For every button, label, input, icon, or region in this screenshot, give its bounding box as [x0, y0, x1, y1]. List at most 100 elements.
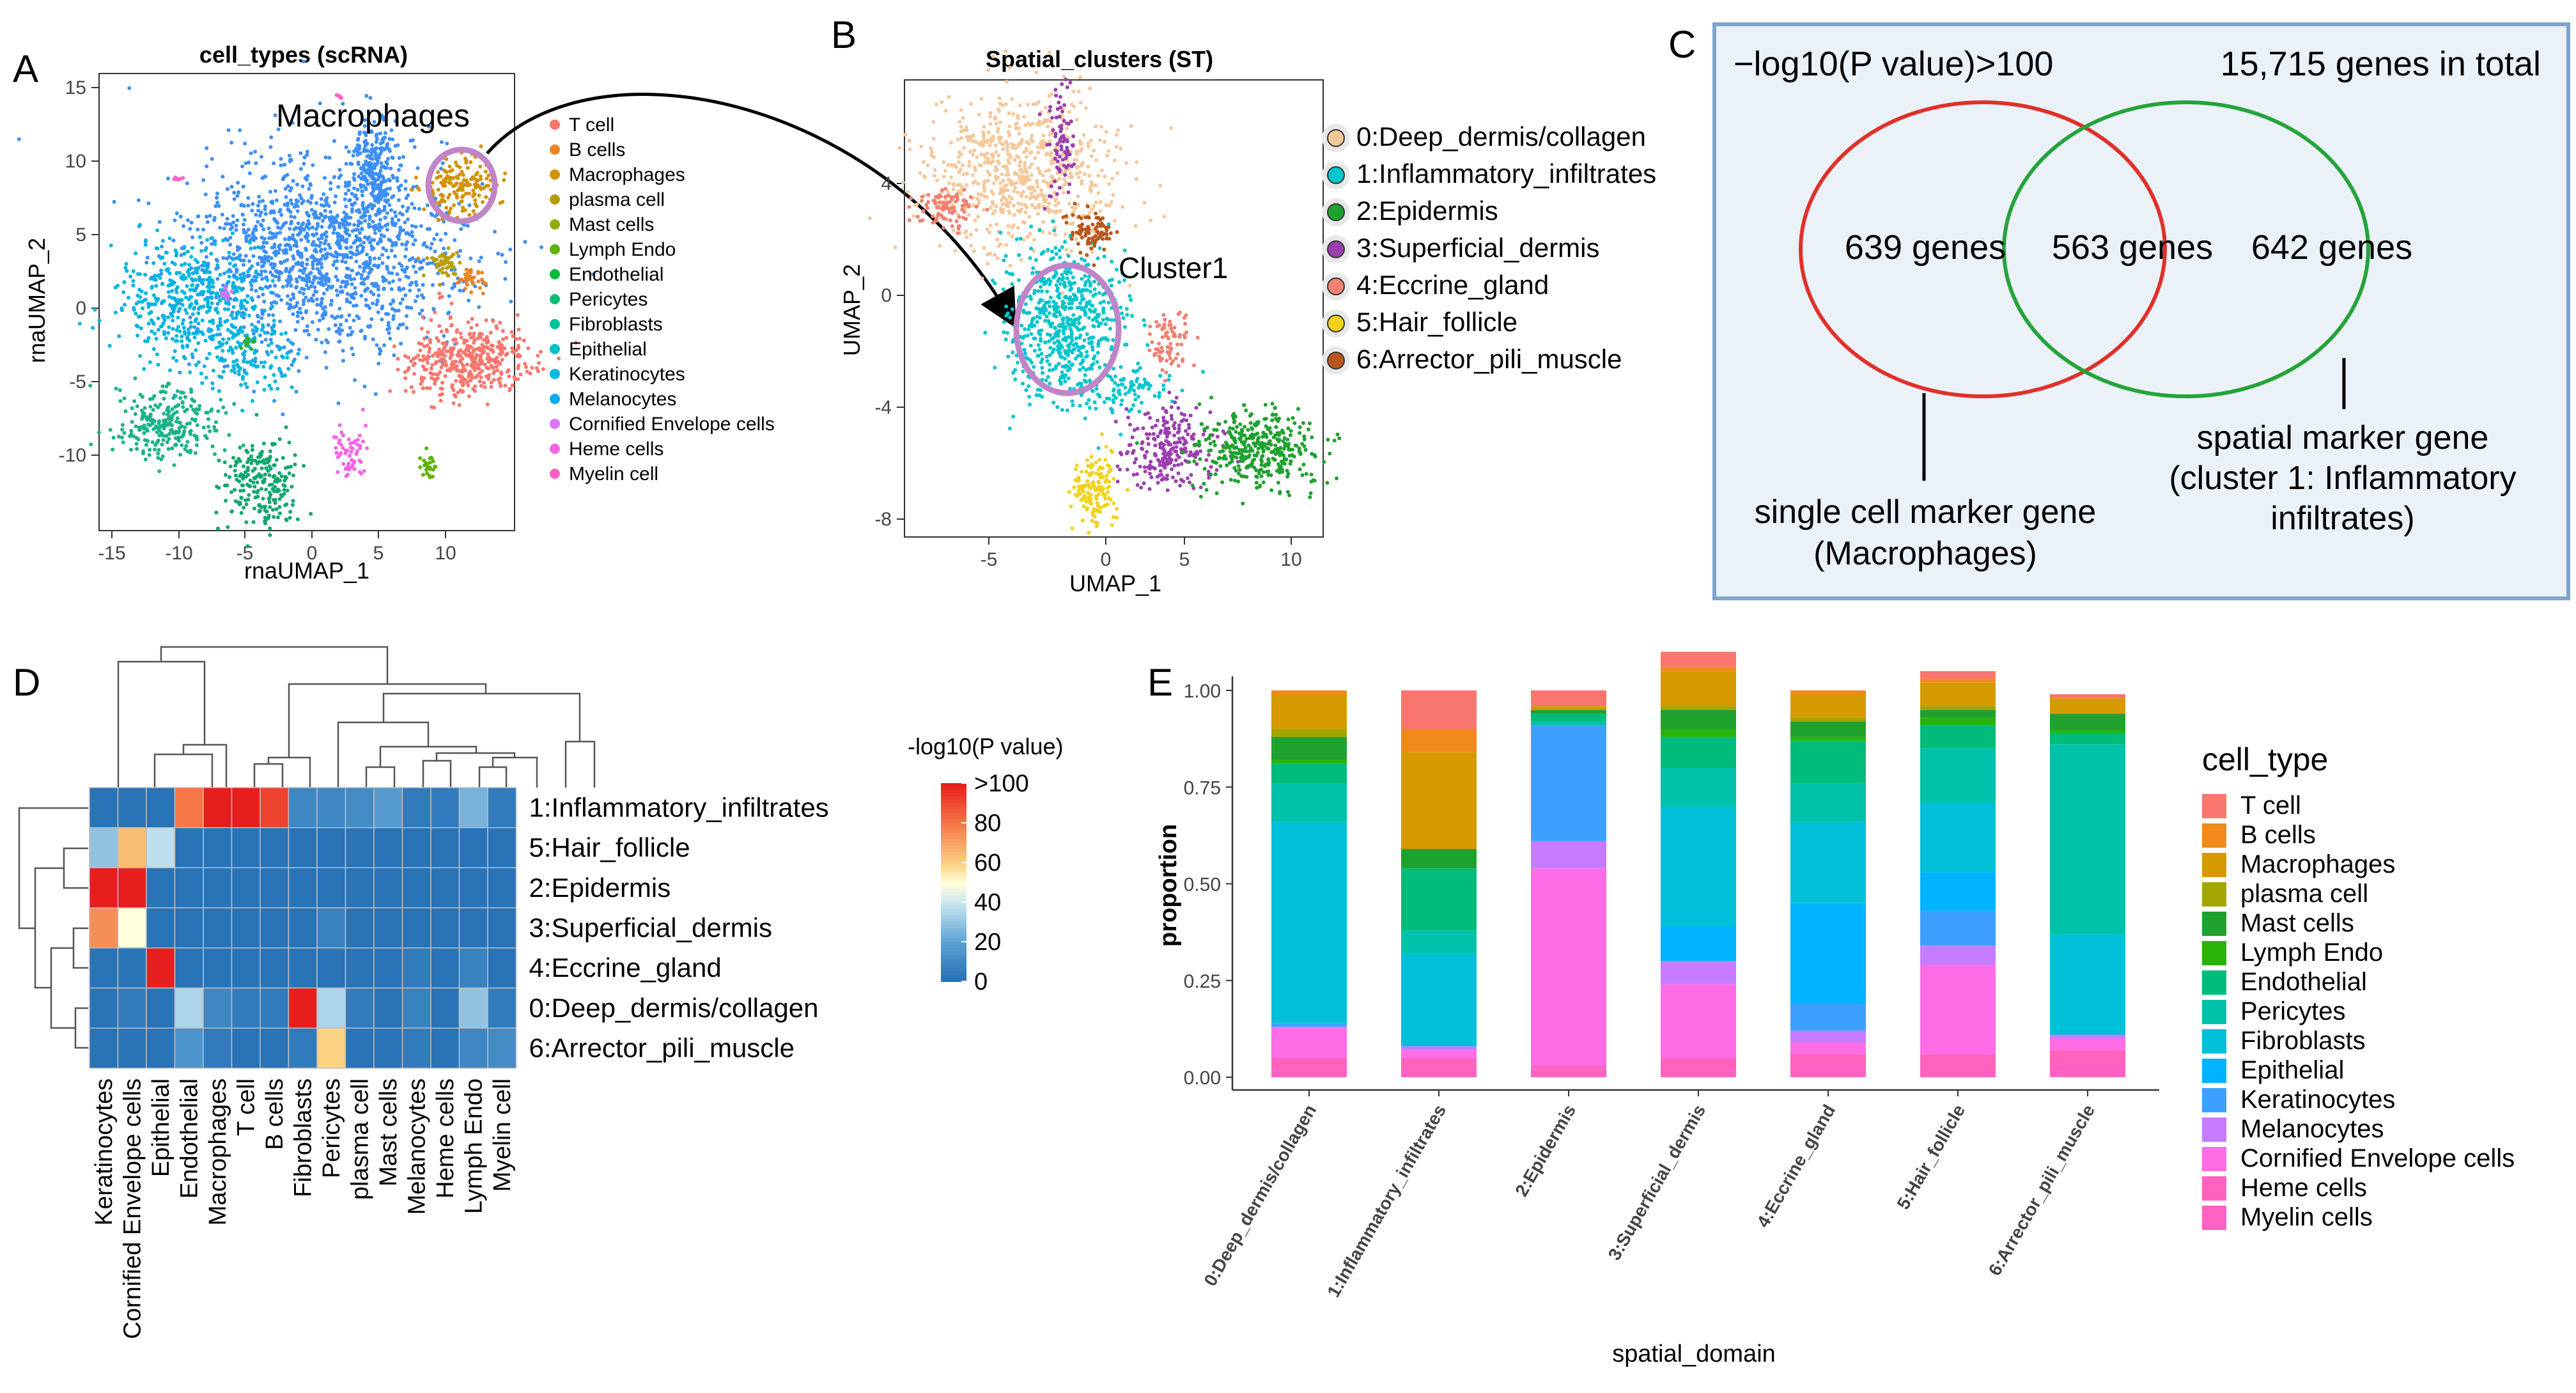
bar-segment [1920, 748, 1996, 803]
legend-label: Mast cells [569, 214, 654, 235]
heme-cluster [332, 407, 369, 478]
colorbar-tick-label: 60 [974, 850, 1001, 876]
bar-segment [1531, 841, 1606, 869]
bar-segment [1401, 1057, 1477, 1070]
heatmap-cell [458, 907, 488, 949]
colorbar-segment [941, 855, 966, 860]
colorbar-segment [941, 803, 966, 807]
legend-label: 6:Arrector_pili_muscle [1356, 344, 1622, 374]
bar-segment [1661, 768, 1736, 807]
legend-swatch [2202, 1176, 2226, 1201]
colorbar-segment [941, 931, 966, 936]
colorbar-segment [941, 872, 966, 876]
legend-label: Lymph Endo [2240, 938, 2383, 967]
panel-a-ytick-label: 15 [65, 77, 86, 98]
colorbar-segment [941, 836, 966, 840]
colorbar-segment [941, 938, 966, 942]
panel-a-xtick-label: -15 [98, 543, 125, 564]
bar-segment [1661, 671, 1736, 706]
colorbar-segment [941, 816, 966, 820]
heatmap-column-label: Pericytes [318, 1078, 345, 1178]
colorbar-segment [941, 796, 966, 800]
heatmap-cell [89, 787, 119, 829]
legend-dot [1327, 166, 1345, 184]
panel-b-xlabel: UMAP_1 [1069, 570, 1161, 596]
colorbar-segment [941, 918, 966, 922]
heatmap-cell [231, 867, 261, 908]
heatmap-cell [345, 907, 375, 949]
heatmap-cell [203, 947, 233, 989]
colorbar-segment [941, 878, 966, 883]
bar-segment [1531, 710, 1606, 714]
heatmap-cell [203, 987, 233, 1029]
heatmap-cell [174, 867, 204, 908]
heatmap-column-label: Epithelial [148, 1078, 175, 1177]
heatmap-column-label: T cell [233, 1078, 260, 1136]
legend-swatch [2202, 912, 2226, 936]
bar-segment [1271, 694, 1347, 729]
heatmap-cell [430, 787, 460, 829]
bar-segment [2050, 1038, 2125, 1050]
colorbar-segment [941, 922, 966, 926]
legend-dot [550, 394, 560, 404]
panel-a-ytick-label: 0 [75, 298, 86, 319]
venn-right-count: 642 genes [2251, 228, 2412, 267]
legend-dot [1327, 277, 1345, 295]
heatmap-cell [231, 787, 261, 829]
heatmap-cell [231, 827, 261, 869]
heatmap-cell [117, 907, 147, 949]
y-tick-label: 0.50 [1184, 875, 1221, 896]
bar-segment [1401, 690, 1477, 729]
bar-segment [1401, 930, 1477, 954]
legend-label: Melanocytes [569, 389, 676, 410]
colorbar-segment [941, 968, 966, 972]
legend-dot [550, 120, 560, 130]
legend-label: Macrophages [569, 164, 685, 185]
colorbar-segment [941, 819, 966, 823]
bar-segment [1920, 910, 1996, 946]
epithelial-cluster-small [180, 316, 300, 413]
colorbar-segment [941, 786, 966, 791]
heatmap-column-label: Cornified Envelope cells [120, 1078, 146, 1339]
legend-title: cell_type [2202, 742, 2328, 777]
colorbar-segment [941, 813, 966, 817]
bar-segment [1531, 721, 1606, 726]
bar-segment [1531, 1069, 1606, 1077]
heatmap-cell [458, 787, 488, 829]
legend-label: T cell [2240, 791, 2301, 820]
legend-label: T cell [569, 114, 614, 136]
heatmap-column-label: Keratinocytes [91, 1078, 118, 1226]
bar-segment [2050, 698, 2125, 714]
y-tick-label: 0.25 [1184, 971, 1221, 992]
colorbar-segment [941, 832, 966, 837]
colorbar-segment [941, 915, 966, 919]
endothelial-cluster [88, 376, 245, 474]
heatmap-cell [316, 947, 346, 989]
bar-segment [2050, 744, 2125, 935]
bar-segment [1920, 717, 1996, 726]
heatmap-cell [430, 987, 460, 1029]
legend-swatch [2202, 1029, 2226, 1054]
bar-segment [1790, 740, 1866, 784]
heatmap-cell [146, 867, 176, 908]
panel-a-legend: T cell B cells Macrophages plasma cell Mast … [550, 114, 775, 485]
bar-segment [1401, 953, 1477, 1047]
legend-dot [550, 319, 560, 329]
heatmap-cell [260, 1027, 290, 1069]
legend-label: 4:Eccrine_gland [1356, 270, 1549, 300]
superficial-dermis-cluster [1113, 390, 1240, 492]
heatmap-cell [260, 947, 290, 989]
bar-segment [1531, 725, 1606, 841]
bar-segment [1661, 706, 1736, 710]
heatmap-cell [401, 907, 431, 949]
bar-segment [1661, 710, 1736, 729]
heatmap-cell [231, 947, 261, 989]
heatmap-colorbar: >100 80 60 40 20 0 [941, 770, 1029, 995]
colorbar-segment [941, 790, 966, 794]
cornified-cluster [219, 286, 234, 302]
colorbar-segment [941, 889, 966, 893]
legend-label: Endothelial [569, 264, 663, 285]
heatmap-cell [231, 987, 261, 1029]
legend-swatch [2202, 970, 2226, 995]
colorbar-segment [941, 954, 966, 959]
